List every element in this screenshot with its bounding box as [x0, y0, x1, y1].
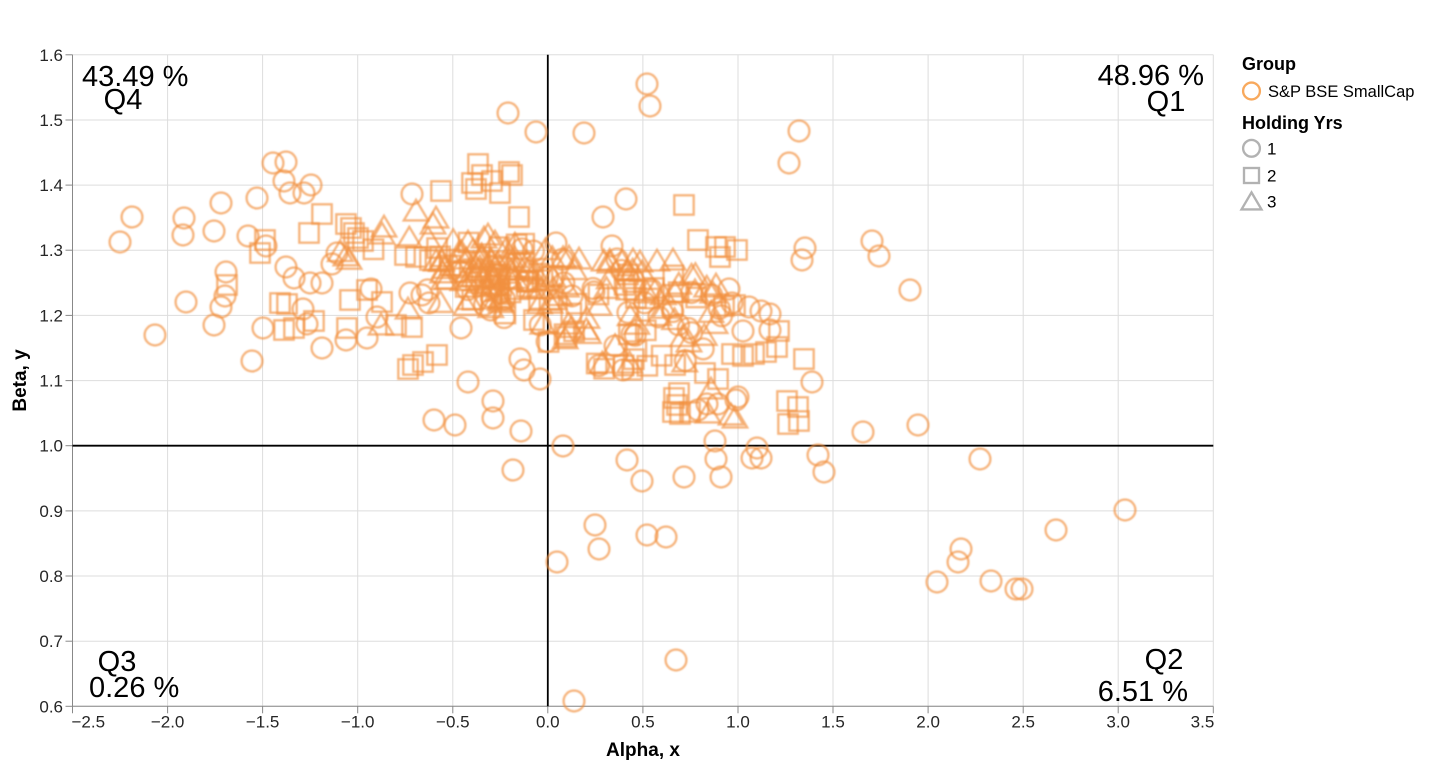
- svg-text:0.5: 0.5: [631, 713, 655, 732]
- svg-text:1.4: 1.4: [39, 176, 63, 195]
- svg-text:0.8: 0.8: [39, 567, 63, 586]
- svg-text:3.0: 3.0: [1106, 713, 1130, 732]
- svg-text:1: 1: [1267, 139, 1276, 158]
- svg-text:Alpha, x: Alpha, x: [606, 740, 680, 761]
- svg-text:43.49 %: 43.49 %: [82, 61, 188, 93]
- svg-text:1.2: 1.2: [39, 306, 63, 325]
- svg-text:Holding Yrs: Holding Yrs: [1242, 113, 1343, 133]
- svg-text:0.0: 0.0: [536, 713, 560, 732]
- svg-text:1.1: 1.1: [39, 372, 63, 391]
- svg-text:0.7: 0.7: [39, 632, 63, 651]
- svg-text:−1.0: −1.0: [341, 713, 375, 732]
- svg-text:S&P BSE SmallCap: S&P BSE SmallCap: [1268, 83, 1414, 101]
- svg-text:Q4: Q4: [104, 84, 143, 116]
- svg-text:0.9: 0.9: [39, 502, 63, 521]
- svg-text:0.6: 0.6: [39, 697, 63, 716]
- svg-text:−2.5: −2.5: [72, 713, 106, 732]
- svg-text:Q2: Q2: [1145, 644, 1184, 676]
- svg-text:1.0: 1.0: [39, 437, 63, 456]
- svg-text:−0.5: −0.5: [436, 713, 470, 732]
- svg-text:1.5: 1.5: [39, 111, 63, 130]
- svg-text:−1.5: −1.5: [246, 713, 280, 732]
- svg-text:1.6: 1.6: [39, 46, 63, 65]
- svg-text:0.26 %: 0.26 %: [89, 672, 179, 704]
- svg-text:6.51 %: 6.51 %: [1098, 676, 1188, 708]
- svg-text:48.96 %: 48.96 %: [1098, 60, 1204, 92]
- svg-text:1.5: 1.5: [821, 713, 845, 732]
- svg-text:Q3: Q3: [98, 646, 137, 678]
- svg-text:3.5: 3.5: [1191, 713, 1215, 732]
- svg-text:1.3: 1.3: [39, 241, 63, 260]
- svg-text:2.0: 2.0: [916, 713, 940, 732]
- svg-text:Q1: Q1: [1147, 86, 1186, 118]
- svg-text:−2.0: −2.0: [151, 713, 185, 732]
- svg-text:1.0: 1.0: [726, 713, 750, 732]
- svg-text:3: 3: [1267, 192, 1276, 211]
- svg-text:Beta, y: Beta, y: [10, 349, 31, 412]
- svg-text:2.5: 2.5: [1011, 713, 1035, 732]
- svg-text:2: 2: [1267, 167, 1276, 186]
- svg-text:Group: Group: [1242, 54, 1296, 74]
